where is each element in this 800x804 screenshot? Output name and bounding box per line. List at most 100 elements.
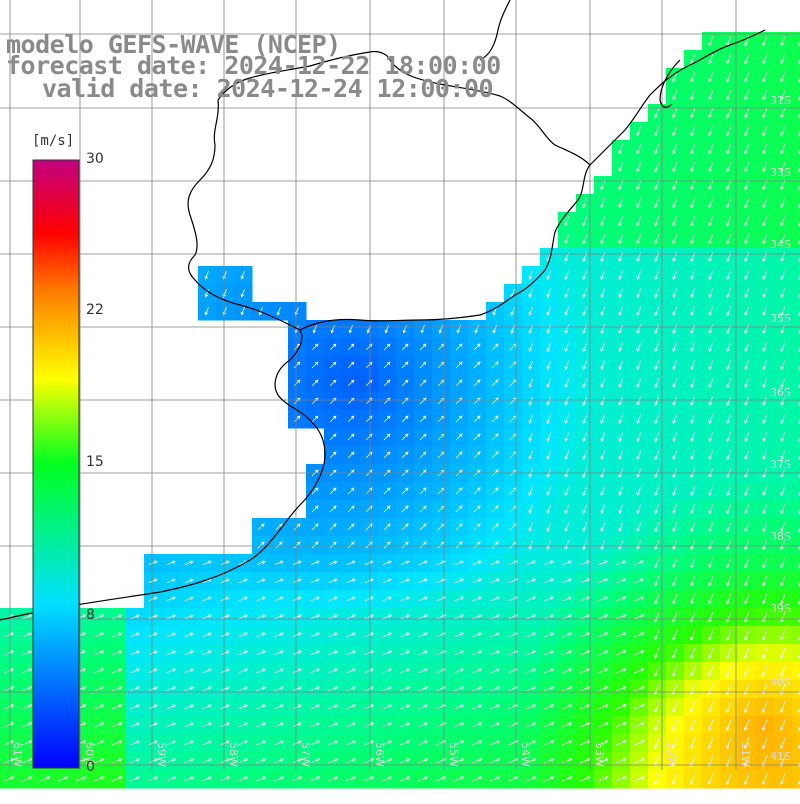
wind-arrow: [634, 578, 644, 584]
wind-arrow-head: [100, 650, 105, 654]
wind-arrow-head: [424, 578, 428, 582]
wind-arrow-head: [690, 294, 694, 299]
wind-arrow: [148, 758, 158, 764]
wind-arrow: [400, 614, 410, 620]
wind-arrow: [708, 486, 714, 496]
wind-arrow-head: [244, 686, 249, 690]
wind-arrow-head: [586, 596, 591, 600]
wind-arrow: [762, 504, 768, 514]
wind-arrow-head: [762, 438, 766, 443]
wind-arrow-head: [780, 312, 784, 317]
wind-arrow-head: [546, 528, 550, 533]
wind-arrow-head: [780, 402, 784, 407]
wind-arrow-head: [190, 650, 194, 654]
wind-arrow-head: [708, 150, 712, 155]
wind-arrow: [202, 740, 212, 746]
wind-arrow: [220, 614, 230, 620]
wind-arrow-head: [622, 614, 627, 618]
wind-arrow: [582, 378, 588, 388]
wind-arrow: [580, 740, 590, 746]
wind-arrow-head: [672, 456, 676, 461]
wind-arrow-head: [280, 704, 285, 708]
wind-arrow-head: [404, 433, 409, 438]
wind-arrow-head: [798, 763, 800, 768]
wind-arrow: [762, 90, 768, 100]
wind-arrow-head: [477, 505, 481, 509]
wind-arrow-head: [762, 348, 766, 353]
wind-arrow-head: [654, 348, 658, 353]
wind-arrow: [202, 686, 212, 692]
wind-arrow: [274, 614, 284, 620]
wind-arrow-head: [780, 186, 784, 191]
wind-cell: [792, 554, 800, 573]
wind-arrow: [562, 614, 572, 620]
wind-arrow-head: [708, 492, 712, 497]
wind-arrow: [328, 776, 338, 782]
wind-arrow-head: [744, 456, 748, 461]
wind-arrow-head: [762, 727, 766, 732]
wind-arrow: [347, 451, 355, 459]
wind-arrow-head: [352, 704, 357, 708]
wind-arrow: [310, 776, 320, 782]
wind-arrow-head: [154, 758, 159, 762]
wind-arrow-head: [348, 329, 353, 334]
wind-arrow-head: [708, 186, 712, 191]
wind-arrow: [238, 686, 248, 692]
wind-arrow-head: [780, 132, 784, 137]
wind-arrow: [546, 396, 552, 406]
wind-arrow: [780, 324, 786, 334]
wind-arrow: [401, 397, 409, 405]
wind-arrow: [382, 722, 392, 728]
wind-arrow-head: [762, 546, 766, 551]
wind-arrow: [419, 379, 427, 387]
wind-arrow: [383, 361, 391, 369]
wind-arrow: [762, 108, 768, 118]
wind-arrow-head: [726, 222, 730, 227]
wind-arrow: [544, 776, 554, 782]
wind-arrow-head: [798, 312, 800, 317]
wind-arrow: [582, 234, 588, 244]
wind-arrow-head: [744, 438, 748, 443]
wind-arrow-head: [298, 758, 303, 762]
wind-arrow-head: [495, 433, 499, 437]
wind-arrow-head: [386, 415, 391, 420]
wind-arrow: [580, 632, 590, 638]
wind-arrow: [582, 198, 588, 208]
wind-arrow-head: [622, 560, 627, 564]
wind-arrow: [148, 740, 158, 746]
wind-arrow: [708, 432, 714, 442]
wind-cell: [792, 770, 800, 789]
wind-arrow: [166, 686, 176, 692]
wind-arrow: [238, 758, 248, 764]
wind-arrow-head: [332, 415, 337, 420]
wind-arrow: [726, 450, 732, 460]
wind-arrow-head: [636, 492, 640, 497]
wind-arrow-head: [244, 596, 248, 600]
wind-arrow: [382, 686, 392, 692]
wind-arrow-head: [546, 420, 550, 424]
wind-arrow: [708, 216, 714, 226]
wind-arrow: [400, 632, 410, 638]
wind-arrow-head: [780, 438, 784, 443]
wind-arrow-head: [618, 402, 622, 407]
wind-arrow: [419, 523, 427, 531]
wind-arrow-head: [492, 330, 496, 334]
wind-arrow-head: [672, 312, 676, 317]
wind-arrow: [544, 722, 554, 728]
wind-arrow-head: [726, 150, 730, 155]
wind-arrow: [130, 668, 140, 674]
wind-arrow-head: [744, 150, 748, 155]
longitude-label: 53W: [593, 742, 606, 767]
wind-arrow: [454, 614, 464, 620]
wind-arrow: [618, 216, 624, 226]
wind-arrow-head: [332, 469, 337, 474]
wind-arrow-head: [550, 758, 555, 762]
wind-arrow: [418, 758, 428, 764]
wind-arrow: [780, 522, 786, 532]
wind-arrow-head: [780, 78, 784, 83]
wind-arrow: [166, 758, 176, 764]
coastline: [0, 0, 766, 621]
wind-arrow-head: [582, 474, 586, 479]
wind-arrow: [562, 578, 572, 584]
wind-arrow-head: [582, 366, 586, 371]
